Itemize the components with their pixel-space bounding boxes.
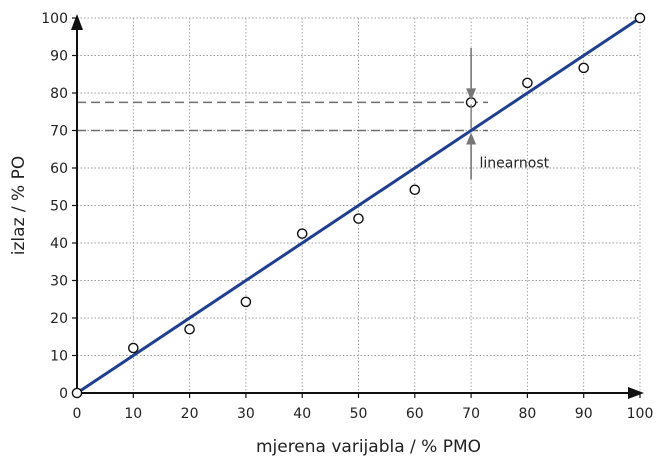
x-tick-label: 60 bbox=[406, 406, 424, 422]
data-point bbox=[127, 342, 139, 354]
data-point bbox=[522, 77, 533, 89]
linearity-arrow-down-head bbox=[466, 88, 477, 101]
x-axis-arrowhead bbox=[628, 387, 644, 399]
y-tick-label: 60 bbox=[50, 161, 68, 177]
y-tick-label: 80 bbox=[50, 86, 68, 102]
reference-lines bbox=[77, 101, 488, 132]
data-point bbox=[296, 228, 308, 239]
linearity-annotation: linearnost bbox=[480, 155, 550, 171]
ideal-line-group bbox=[76, 16, 641, 395]
x-tick-label: 40 bbox=[293, 406, 311, 422]
x-tick-label: 80 bbox=[518, 406, 536, 422]
x-tick-label: 100 bbox=[627, 406, 654, 422]
data-points bbox=[71, 12, 646, 399]
y-tick-label: 30 bbox=[50, 274, 68, 290]
data-point bbox=[184, 323, 195, 335]
y-tick-label: 10 bbox=[50, 349, 68, 365]
data-point bbox=[634, 12, 646, 24]
x-tick-label: 10 bbox=[124, 406, 142, 422]
x-tick-label: 70 bbox=[462, 406, 480, 422]
x-tick-label: 30 bbox=[237, 406, 255, 422]
x-tick-label: 90 bbox=[575, 406, 593, 422]
data-point bbox=[71, 387, 83, 399]
data-point bbox=[578, 62, 590, 74]
y-tick-label: 100 bbox=[41, 11, 68, 27]
y-tick-label: 20 bbox=[50, 311, 68, 327]
x-tick-label: 20 bbox=[181, 406, 199, 422]
axes bbox=[71, 14, 644, 399]
y-tick-label: 90 bbox=[50, 49, 68, 65]
data-point bbox=[240, 296, 252, 308]
x-axis-title: mjerena varijabla / % PMO bbox=[256, 437, 481, 457]
y-axis-arrowhead bbox=[71, 14, 83, 30]
y-axis-title: izlaz / % PO bbox=[9, 156, 29, 255]
y-tick-label: 0 bbox=[59, 386, 68, 402]
data-point bbox=[353, 213, 364, 224]
x-tick-label: 0 bbox=[73, 406, 82, 422]
y-tick-label: 70 bbox=[50, 124, 68, 140]
annotations: linearnost bbox=[466, 48, 550, 180]
data-point bbox=[409, 184, 421, 196]
x-tick-label: 50 bbox=[350, 406, 368, 422]
linearity-arrow-up-head bbox=[466, 132, 477, 145]
tick-labels: 0 10 20 30 40 50 60 70 80 90 100 0 10 20 30 40 50 60 70 80 9… bbox=[41, 11, 653, 422]
y-tick-label: 40 bbox=[50, 236, 68, 252]
ideal-linear-line bbox=[76, 16, 641, 395]
y-tick-label: 50 bbox=[50, 199, 68, 215]
